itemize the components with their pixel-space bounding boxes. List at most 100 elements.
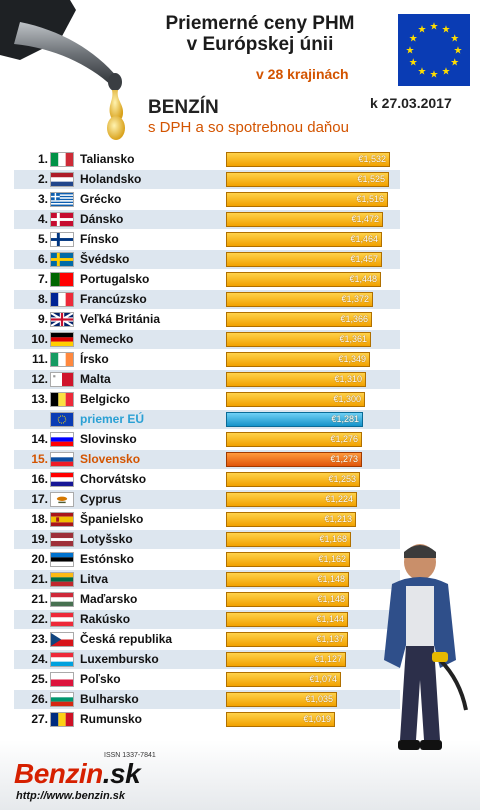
date-label: k 27.03.2017 [370,95,452,111]
svg-text:★: ★ [450,34,459,45]
country-flag-icon [50,252,74,267]
price-bar [226,372,366,387]
country-flag-icon [50,272,74,287]
svg-text:★: ★ [430,70,439,81]
table-row: 7. Portugalsko €1,448 [14,270,400,289]
price-value-label: €1,310 [334,374,362,384]
country-flag-icon [50,632,74,647]
price-bar [226,452,362,467]
table-row: 14. Slovinsko €1,276 [14,430,400,449]
country-flag-icon [50,292,74,307]
table-row: 27. Rumunsko €1,019 [14,710,400,729]
country-label: Rakúsko [80,612,131,626]
rank-label: 11. [31,352,48,366]
country-label: Maďarsko [80,592,138,606]
rank-label: 19. [31,532,48,546]
country-flag-icon [50,172,74,187]
price-value-label: €1,276 [330,434,358,444]
country-label: Litva [80,572,109,586]
country-flag-icon [50,532,74,547]
price-bar [226,252,382,267]
table-row: 15. Slovensko €1,273 [14,450,400,469]
price-bar [226,692,337,707]
table-row: 16. Chorvátsko €1,253 [14,470,400,489]
price-bar [226,312,372,327]
price-value-label: €1,472 [351,214,379,224]
price-bar [226,472,360,487]
country-flag-icon [50,352,74,367]
country-label: Slovensko [80,452,141,466]
price-value-label: €1,168 [319,534,347,544]
table-row: 4. Dánsko €1,472 [14,210,400,229]
logo-suffix: .sk [102,758,141,789]
country-flag-icon [50,692,74,707]
rank-label: 23. [31,632,48,646]
worker-illustration-icon [384,544,468,750]
price-bar [226,272,381,287]
brand-logo: Benzin.sk [14,758,141,790]
rank-label: 4. [37,212,48,226]
country-label: Španielsko [80,512,144,526]
rank-label: 18. [31,512,48,526]
rank-label: 2. [37,172,48,186]
country-flag-icon [50,412,74,427]
country-flag-icon [50,332,74,347]
country-label: Írsko [80,352,109,366]
rank-label: 7. [37,272,48,286]
logo-main: Benzin [14,758,103,789]
country-label: Dánsko [80,212,124,226]
site-url-link[interactable]: http://www.benzin.sk [16,790,125,802]
rank-label: 20. [31,552,48,566]
country-label: Švédsko [80,252,130,266]
rank-label: 26. [31,692,48,706]
price-value-label: €1,035 [305,694,333,704]
price-value-label: €1,074 [309,674,337,684]
price-value-label: €1,127 [314,654,342,664]
country-label: Veľká Británia [80,312,160,326]
country-label: Chorvátsko [80,472,147,486]
price-bar [226,552,350,567]
table-row: 25. Poľsko €1,074 [14,670,400,689]
country-label: Malta [80,372,111,386]
table-row: 12. Malta €1,310 [14,370,400,389]
rank-label: 22. [31,612,48,626]
price-value-label: €1,516 [356,194,384,204]
svg-text:★: ★ [442,25,451,36]
price-value-label: €1,224 [325,494,353,504]
table-row: 21. Litva €1,148 [14,570,400,589]
chart-title-line2: v Európskej únii [186,34,334,55]
rank-label: 5. [37,232,48,246]
price-bar [226,532,351,547]
price-bar [226,352,370,367]
rank-label: 15. [31,452,48,466]
country-label: Grécko [80,192,122,206]
price-value-label: €1,372 [341,294,369,304]
price-bar [226,672,341,687]
price-bar [226,332,371,347]
country-flag-icon [50,212,74,227]
rank-label: 24. [31,652,48,666]
table-row: 8. Francúzsko €1,372 [14,290,400,309]
price-value-label: €1,148 [317,574,345,584]
rank-label: 6. [37,252,48,266]
price-bar [226,152,390,167]
price-bar [226,632,348,647]
country-label: Francúzsko [80,292,147,306]
country-label: Taliansko [80,152,135,166]
price-value-label: €1,448 [349,274,377,284]
country-flag-icon [50,572,74,587]
rank-label: 16. [31,472,48,486]
country-flag-icon [50,432,74,447]
svg-text:★: ★ [430,22,439,33]
price-bar [226,512,356,527]
price-bar [226,432,362,447]
country-label: Poľsko [80,672,121,686]
country-flag-icon [50,492,74,507]
price-value-label: €1,532 [358,154,386,164]
table-row: 2. Holandsko €1,525 [14,170,400,189]
price-value-label: €1,137 [316,634,344,644]
country-flag-icon [50,512,74,527]
country-label: Luxembursko [80,652,159,666]
country-flag-icon [50,672,74,687]
country-label: priemer EÚ [80,412,145,426]
